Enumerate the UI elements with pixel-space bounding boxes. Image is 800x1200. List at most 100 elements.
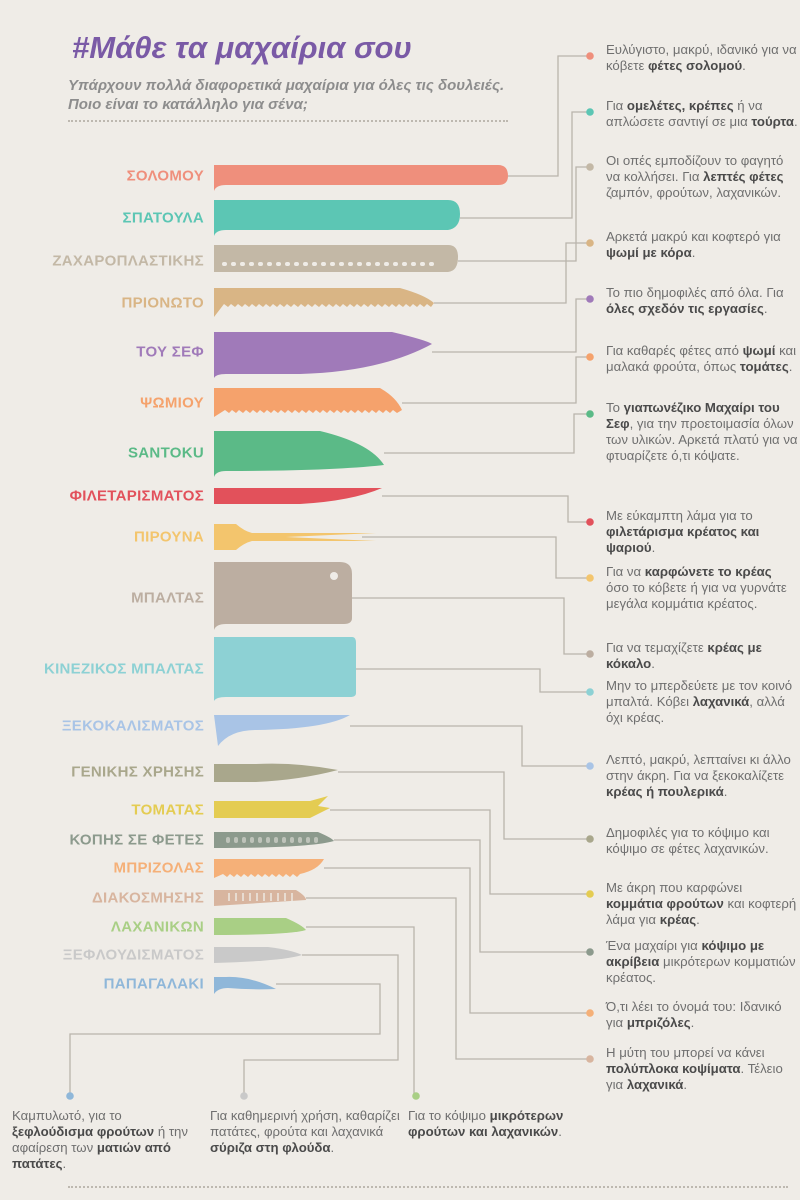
connector-line [306,926,415,1096]
knife-description: Μην το μπερδεύετε με τον κοινό μπαλτά. Κ… [606,678,798,726]
connector-line [434,242,590,304]
description-emphasis: όλες σχεδόν τις εργασίες [606,301,764,316]
knife-description: Ευλύγιστο, μακρύ, ιδανικό για να κόβετε … [606,42,798,74]
bullet-dot [240,1092,248,1100]
description-text: . [794,114,798,129]
description-text: . [330,1140,335,1155]
bullet-dot [586,762,594,770]
knife-description: Για καθαρές φέτες από ψωμί και μαλακά φρ… [606,343,798,375]
bullet-dot [586,688,594,696]
description-emphasis: κρέας [659,912,697,927]
carving-fork-icon [214,524,376,550]
bullet-dot [586,239,594,247]
connector-line [356,668,590,693]
description-text: Για το κόψιμο [408,1108,490,1123]
knife-description: Ό,τι λέει το όνομά του: Ιδανικό για μπρι… [606,999,798,1031]
bullet-dot [586,890,594,898]
bullet-dot [586,52,594,60]
description-text: ζαμπόν, φρούτων, λαχανικών. [606,185,782,200]
connector-line [458,166,590,262]
description-emphasis: γιαπωνέζικο Μαχαίρι του Σεφ [606,400,780,431]
description-text: . [558,1124,562,1139]
description-text: ή να απλώσετε σαντιγί σε μια [606,98,763,129]
knife-description: Για το κόψιμο μικρότερων φρούτων και λαχ… [408,1108,583,1140]
knife-description: Με εύκαμπτη λάμα για το φιλετάρισμα κρέα… [606,508,798,556]
description-text: Για [606,98,627,113]
description-text: . [62,1156,67,1171]
knife-description: Για να καρφώνετε το κρέας όσο το κόβετε … [606,564,798,612]
description-text: . [683,1077,688,1092]
knife-label: ΞΕΦΛΟΥΔΙΣΜΑΤΟΣ [62,946,204,964]
description-emphasis: πολύπλοκα κοψίματα [606,1061,741,1076]
knife-label: ΣΟΛΟΜΟΥ [126,167,204,185]
bullet-dot [586,353,594,361]
connector-line [508,55,590,177]
description-emphasis: καρφώνετε το κρέας [644,564,772,579]
description-text: Καμπυλωτό, για το [12,1108,122,1123]
chef-knife-icon [214,332,432,378]
description-text: Αρκετά μακρύ και κοφτερό για [606,229,781,244]
knife-label: ΠΙΡΟΥΝΑ [133,528,204,546]
utility-knife-icon [214,763,338,782]
bullet-dot [412,1092,420,1100]
description-text: , αλλά όχι κρέας. [606,694,785,725]
description-text: . [651,540,656,555]
description-text: . [690,1015,695,1030]
description-text: Το πιο δημοφιλές από όλα. Για [606,285,784,300]
description-text: . [651,656,655,671]
page-subtitle: Υπάρχουν πολλά διαφορετικά μαχαίρια για … [68,77,505,113]
description-emphasis: κόψιμο με ακρίβεια [606,938,765,969]
bullet-dot [586,108,594,116]
description-emphasis: φέτες σολομού [647,58,743,73]
description-text: Το [606,400,624,415]
bread-knife-icon [214,388,402,417]
description-emphasis: τομάτες [739,359,789,374]
knife-label: ΠΡΙΟΝΩΤΟ [121,294,204,312]
knife-label: ΚΟΠΗΣ ΣΕ ΦΕΤΕΣ [69,831,204,849]
knife-description: Για να τεμαχίζετε κρέας με κόκαλο. [606,640,798,672]
bullet-dot [586,518,594,526]
knife-description: Με άκρη που καρφώνει κομμάτια φρούτων κα… [606,880,798,928]
knife-label: ΞΕΚΟΚΑΛΙΣΜΑΤΟΣ [61,717,204,735]
description-text: Οι οπές εμποδίζουν το φαγητό να κολλήσει… [606,153,784,184]
description-text: . Τέλειο για [606,1061,783,1092]
connector-line [382,495,590,523]
knife-label: ΛΑΧΑΝΙΚΩΝ [110,918,204,936]
knife-description: Καμπυλωτό, για το ξεφλούδισμα φρούτων ή … [12,1108,202,1172]
knife-description: Το γιαπωνέζικο Μαχαίρι του Σεφ, για την … [606,400,798,464]
knife-description: Το πιο δημοφιλές από όλα. Για όλες σχεδό… [606,285,798,317]
top-divider [68,120,508,122]
bottom-divider [68,1186,788,1188]
connector-line [243,954,399,1096]
description-emphasis: λεπτές φέτες [703,169,784,184]
tomato-knife-icon [214,796,330,818]
description-text: Ό,τι λέει το όνομά του: Ιδανικό για [606,999,782,1030]
description-emphasis: ψωμί [742,343,776,358]
bullet-dot [586,163,594,171]
knife-label: ΜΠΑΛΤΑΣ [131,589,204,607]
description-text: . [696,912,700,927]
bullet-dot [586,574,594,582]
knife-label: ΣΠΑΤΟΥΛΑ [122,209,204,227]
bullet-dot [586,1009,594,1017]
decorating-knife-icon [214,890,306,906]
connector-line [432,298,590,353]
bullet-dot [586,835,594,843]
steak-knife-icon [214,859,324,878]
knife-description: Αρκετά μακρύ και κοφτερό για ψωμί με κόρ… [606,229,798,261]
connector-line [69,983,381,1096]
bullet-dot [586,410,594,418]
pastry-knife-icon [214,245,458,272]
description-text: όσο το κόβετε ή για να γυρνάτε μεγάλα κο… [606,580,787,611]
description-emphasis: λαχανικά [692,694,750,709]
description-emphasis: ματιών από πατάτες [12,1140,171,1171]
description-emphasis: ομελέτες, κρέπες [626,98,734,113]
description-emphasis: σύριζα στη φλούδα [210,1140,331,1155]
connector-line [352,597,590,655]
vegetable-knife-icon [214,918,306,935]
description-emphasis: κρέας με κόκαλο [606,640,762,671]
connector-line [338,771,590,840]
bullet-dot [66,1092,74,1100]
knife-description: Οι οπές εμποδίζουν το φαγητό να κολλήσει… [606,153,798,201]
knife-description: Ένα μαχαίρι για κόψιμο με ακρίβεια μικρό… [606,938,798,986]
